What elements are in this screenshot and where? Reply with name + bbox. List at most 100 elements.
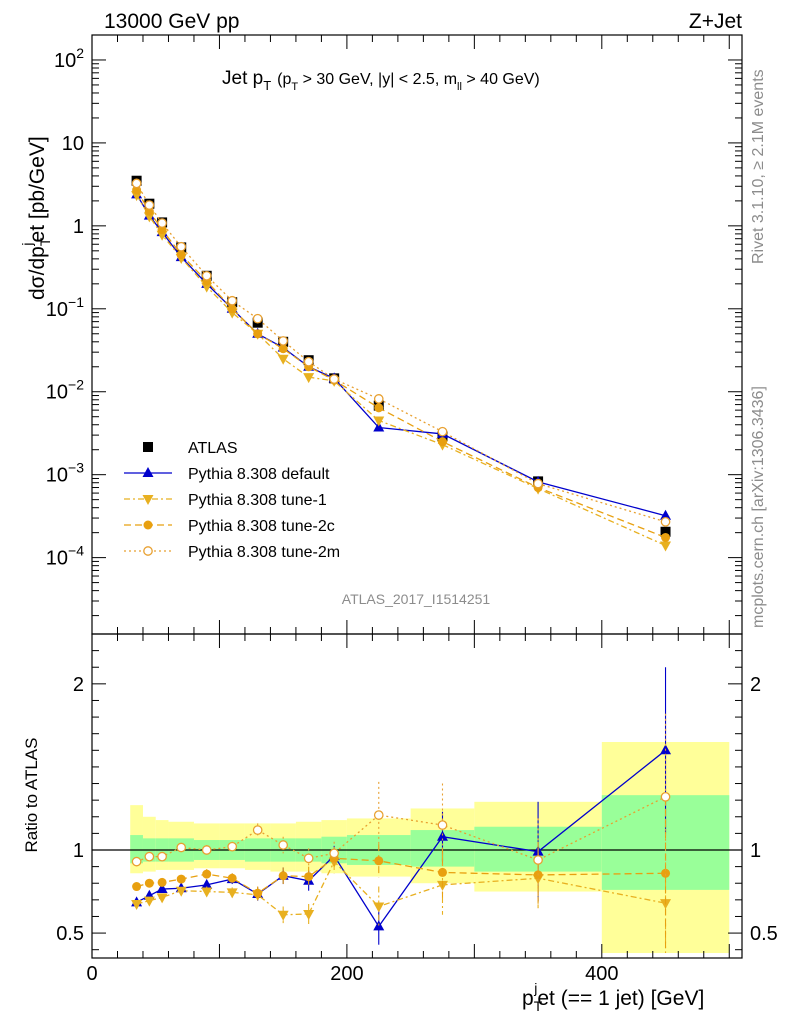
pythia-8-308-tune-2m-ratio-point	[201, 845, 212, 855]
pythia-8-308-tune-1-point	[303, 373, 315, 384]
pythia-8-308-tune-2c-ratio-point	[253, 888, 263, 898]
pythia-8-308-tune-2m-point	[329, 374, 340, 384]
pythia-8-308-tune-1-ratio-point	[201, 887, 213, 898]
x-tick-label: 0	[86, 963, 97, 985]
pythia-8-308-tune-2m-point	[373, 394, 384, 404]
main-panel: 102 10 1 10−1 10−2 10−3 10−4 ATLAS Pythia 8.308 …	[46, 34, 743, 635]
y-tick-label: 10	[62, 133, 84, 155]
ratio-y-tick-label-right: 0.5	[750, 923, 778, 945]
pythia-8-308-tune-2m-ratio-point	[533, 855, 543, 865]
pythia-8-308-default-point	[660, 509, 672, 520]
pythia-8-308-tune-2m-point	[533, 478, 543, 489]
pythia-8-308-tune-2c-point	[437, 437, 447, 447]
pythia-8-308-tune-2c-line	[136, 189, 666, 539]
rivet-label: Rivet 3.1.10, ≥ 2.1M events	[750, 69, 767, 264]
pythia-8-308-tune-2c-ratio-point	[227, 873, 237, 883]
pythia-8-308-tune-2m-ratio-point	[303, 853, 314, 864]
pythia-8-308-tune-2c-ratio-point	[661, 868, 671, 878]
y-tick-label: 10−1	[46, 294, 84, 321]
pythia-8-308-tune-2c-point	[176, 250, 186, 260]
pythia-8-308-tune-2m-point	[278, 336, 289, 346]
legend-label-atlas: ATLAS	[188, 440, 238, 457]
pythia-8-308-tune-1-ratio-point	[156, 893, 168, 904]
pythia-8-308-tune-2c-ratio-point	[176, 874, 186, 884]
analysis-watermark: ATLAS_2017_I1514251	[342, 591, 491, 607]
pythia-8-308-tune-1-point	[660, 541, 672, 552]
pythia-8-308-tune-1-ratio-point	[175, 886, 187, 897]
stat-uncertainty-band	[130, 835, 143, 864]
pythia-8-308-tune-2c-ratio-point	[132, 882, 142, 892]
y-tick-label: 10−4	[46, 543, 84, 570]
pythia-8-308-tune-1-ratio-point	[226, 888, 238, 899]
pythia-8-308-tune-2m-ratio-point	[252, 825, 263, 835]
pythia-8-308-tune-2m-line	[136, 183, 666, 523]
legend-marker-atlas	[143, 442, 153, 452]
pythia-8-308-tune-2c-point	[227, 304, 237, 314]
legend-label-pythia-8-308-tune-1: Pythia 8.308 tune-1	[188, 492, 327, 509]
pythia-8-308-tune-2c-point	[278, 344, 288, 354]
pythia-8-308-tune-2c-point	[374, 403, 384, 413]
pythia-8-308-tune-2c-point	[661, 532, 671, 542]
pythia-8-308-tune-2m-point	[157, 218, 167, 228]
ratio-y-tick-label-right: 1	[750, 840, 761, 862]
pythia-8-308-tune-1-point	[143, 212, 155, 223]
atlas-point	[660, 526, 671, 537]
pythia-8-308-tune-2c-point	[132, 185, 142, 195]
pythia-8-308-tune-2m-ratio-point	[373, 810, 384, 820]
pythia-8-308-tune-2c-ratio-point	[157, 877, 167, 887]
x-axis-label: pTjet (== 1 jet) [GeV]	[522, 980, 704, 1014]
pythia-8-308-tune-1-ratio-point	[143, 896, 155, 907]
pythia-8-308-tune-1-ratio-point	[303, 909, 315, 920]
legend-marker-pythia-8-308-default	[142, 467, 154, 477]
pythia-8-308-tune-1-point	[373, 416, 385, 427]
pythia-8-308-tune-2m-ratio-point	[660, 791, 671, 802]
pythia-8-308-tune-2m-ratio-point	[278, 840, 289, 850]
pythia-8-308-tune-1-point	[277, 354, 289, 365]
pythia-8-308-tune-2m-point	[252, 313, 263, 324]
pythia-8-308-tune-2m-point	[660, 516, 671, 527]
legend-marker-pythia-8-308-tune-2m	[143, 546, 153, 556]
pythia-8-308-tune-2m-ratio-point	[329, 848, 340, 859]
pythia-8-308-tune-2m-point	[303, 356, 314, 367]
x-tick-label: 200	[330, 963, 363, 985]
pythia-8-308-tune-2m-ratio-point	[144, 851, 155, 862]
legend-marker-pythia-8-308-tune-2c	[143, 520, 153, 530]
plot-title: Jet pT (pT > 30 GeV, |y| < 2.5, mll > 40 …	[222, 68, 540, 93]
y-tick-label: 102	[54, 45, 84, 72]
main-y-axis-label: dσ/dpTjet [pb/GeV]	[19, 136, 53, 300]
pythia-8-308-tune-1-ratio-point	[131, 900, 143, 910]
legend-label-pythia-8-308-default: Pythia 8.308 default	[188, 466, 330, 483]
pythia-8-308-tune-2m-ratio-point	[176, 842, 187, 853]
pythia-8-308-tune-2m-point	[176, 241, 187, 252]
ratio-y-tick-label: 1	[73, 840, 84, 862]
pythia-8-308-tune-2c-ratio-line	[136, 857, 666, 894]
pythia-8-308-tune-1-point	[156, 230, 168, 241]
pythia-8-308-default-point	[373, 421, 385, 432]
ratio-y-tick-label-right: 2	[750, 674, 761, 696]
pythia-8-308-tune-2m-point	[437, 426, 448, 437]
pythia-8-308-tune-2c-ratio-point	[144, 878, 154, 888]
pythia-8-308-default-ratio-point	[156, 883, 168, 894]
pythia-8-308-tune-2m-ratio-point	[227, 841, 238, 852]
collision-label: 13000 GeV pp	[104, 10, 239, 33]
process-label: Z+Jet	[689, 10, 742, 33]
pythia-8-308-tune-2m-ratio-point	[157, 851, 167, 862]
pythia-8-308-tune-1-ratio-point	[277, 910, 289, 921]
ratio-panel: 0.5 0.5 1 1 2 2 0 200 400	[56, 633, 778, 985]
pythia-8-308-tune-1-line	[136, 194, 666, 547]
y-tick-label: 10−2	[46, 377, 84, 404]
x-tick-label: 400	[585, 963, 618, 985]
pythia-8-308-tune-2c-point	[157, 225, 167, 235]
mcplots-label: mcplots.cern.ch [arXiv:1306.3436]	[750, 386, 767, 628]
legend-marker-pythia-8-308-tune-1	[142, 495, 154, 505]
legend-label-pythia-8-308-tune-2c: Pythia 8.308 tune-2c	[188, 518, 335, 535]
pythia-8-308-tune-2c-ratio-point	[374, 856, 384, 866]
pythia-8-308-tune-2c-ratio-point	[304, 872, 314, 882]
legend-label-pythia-8-308-tune-2m: Pythia 8.308 tune-2m	[188, 544, 340, 561]
pythia-8-308-tune-2m-point	[227, 295, 238, 306]
pythia-8-308-tune-2m-ratio-point	[437, 820, 448, 830]
pythia-8-308-tune-2m-point	[144, 200, 155, 210]
pythia-8-308-tune-1-point	[201, 282, 213, 293]
ratio-y-tick-label: 2	[73, 674, 84, 696]
ratio-plot-frame	[91, 633, 743, 959]
